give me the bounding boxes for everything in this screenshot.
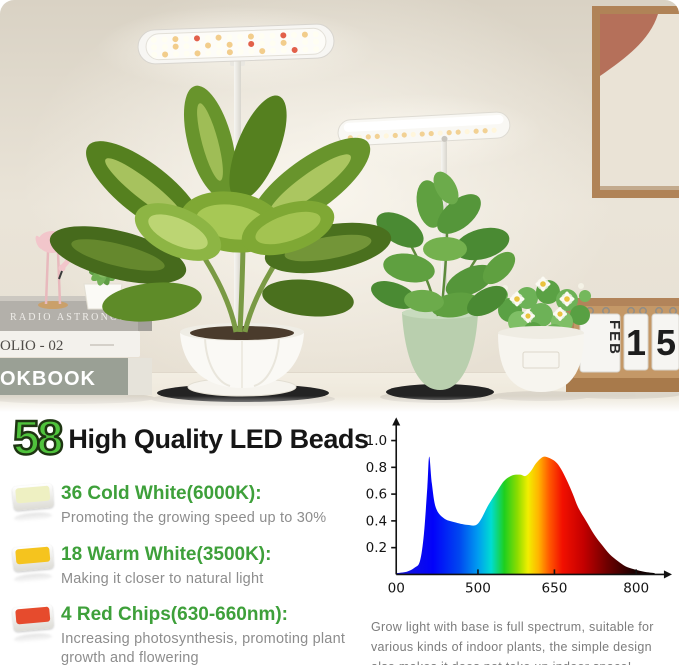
book-spine-title-3: OKBOOK <box>0 368 96 390</box>
feature-list: 36 Cold White(6000K): Promoting the grow… <box>12 483 361 665</box>
calendar-day-tens-card <box>623 313 649 371</box>
feature-title-cold-white: 36 Cold White(6000K): <box>61 483 262 504</box>
calendar-day-ones-card <box>651 313 679 371</box>
feature-title-warm-white: 18 Warm White(3500K): <box>61 543 272 565</box>
lifestyle-photo: FEB 1 5 <box>0 0 679 412</box>
calendar-digit-ones: 5 <box>656 322 676 363</box>
svg-text:0.4: 0.4 <box>366 513 388 529</box>
svg-text:650: 650 <box>541 581 567 597</box>
cold-white-led-chip-icon <box>12 483 61 523</box>
svg-text:0.2: 0.2 <box>366 540 388 556</box>
headline-number: 58 <box>12 412 65 465</box>
headline: 58 High Quality LED Beads <box>12 412 369 465</box>
photo-scene: FEB 1 5 <box>0 0 679 412</box>
svg-text:0.8: 0.8 <box>366 460 388 476</box>
wall-art-frame <box>592 6 679 198</box>
svg-text:1.0: 1.0 <box>366 433 388 449</box>
feature-cold-white: 36 Cold White(6000K): Promoting the grow… <box>12 483 361 528</box>
feature-desc-warm-white: Making it closer to natural light <box>61 570 264 587</box>
grow-light-bar-2 <box>337 111 511 147</box>
flower-pot <box>496 276 591 392</box>
flower-pot-body <box>498 334 584 392</box>
red-led-chip-icon <box>12 604 61 645</box>
svg-text:0.6: 0.6 <box>366 487 388 503</box>
calendar-digit-tens: 1 <box>626 322 646 363</box>
feature-title-red-chips: 4 Red Chips(630-660nm): <box>61 604 289 626</box>
warm-white-led-chip-icon <box>12 543 61 584</box>
mint-pot <box>402 312 478 390</box>
spectrum-chart: 0.2 0.4 0.6 0.8 1.0 00 500 650 800 <box>366 417 672 597</box>
headline-text: High Quality LED Beads <box>68 423 369 454</box>
chart-caption: Grow light with base is full spectrum, s… <box>371 620 654 665</box>
svg-text:800: 800 <box>623 581 649 597</box>
x-axis-arrow <box>663 570 672 579</box>
feature-warm-white: 18 Warm White(3500K): Making it closer t… <box>12 543 361 589</box>
feature-red-chips: 4 Red Chips(630-660nm): Increasing photo… <box>12 604 361 665</box>
led-array-1 <box>150 31 320 58</box>
chart-axes <box>395 423 666 576</box>
book-spine-title-1: RADIO ASTRONOMER <box>10 312 148 323</box>
svg-text:500: 500 <box>465 581 491 597</box>
pot-soil <box>190 326 294 340</box>
flower-pot-label <box>522 351 560 369</box>
chart-ticks: 0.2 0.4 0.6 0.8 1.0 00 500 650 800 <box>366 433 650 596</box>
plant-left-leaves <box>49 85 392 322</box>
spectrum-chart-box: 0.2 0.4 0.6 0.8 1.0 00 500 650 800 Grow light wi… <box>362 413 674 665</box>
spectrum-area <box>396 456 655 575</box>
y-axis-arrow <box>392 417 401 426</box>
book-spine-title-2: OLIO - 02 <box>0 338 63 354</box>
grow-light-bar-1 <box>137 23 335 65</box>
feature-desc-cold-white: Promoting the growing speed up to 30% <box>61 509 327 526</box>
calendar-month-label: FEB <box>606 320 623 356</box>
daisy-flowers <box>502 276 584 323</box>
book-folio <box>0 331 140 357</box>
flower-pot-rim <box>498 326 584 340</box>
book-cookbook <box>0 358 146 395</box>
photo-bottom-fade <box>0 396 679 412</box>
svg-text:00: 00 <box>388 581 405 597</box>
plant-right-leaves <box>371 171 516 318</box>
feature-desc-red-chips: Increasing photosynthesis, promoting pla… <box>61 631 346 665</box>
